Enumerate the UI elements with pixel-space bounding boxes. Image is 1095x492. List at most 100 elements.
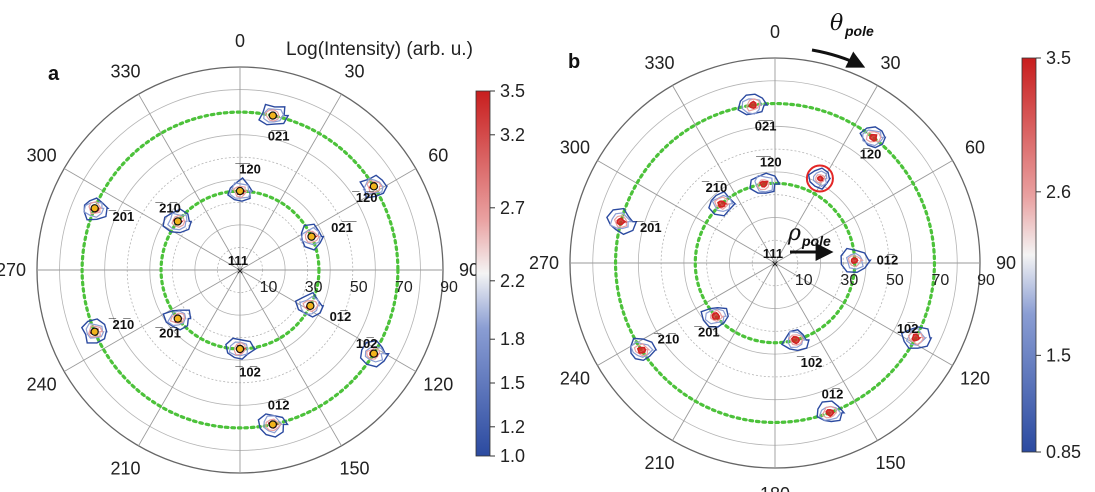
reflection-marker [235, 344, 245, 354]
zone-circle [613, 101, 937, 425]
angle-tick-label: 60 [965, 138, 985, 158]
angle-tick-label: 210 [110, 458, 140, 478]
reflection-marker [90, 327, 99, 336]
intensity-spot [737, 93, 769, 116]
radial-tick-label: 30 [305, 279, 323, 296]
intensity-spot [606, 207, 638, 236]
colorbar-a-bar [475, 90, 491, 457]
reflection-marker [369, 182, 379, 191]
colorbar-tick-label: 1.0 [500, 446, 525, 466]
angle-tick-label: 270 [529, 253, 559, 273]
angle-tick-label: 180 [225, 489, 255, 492]
svg-text:θ: θ [830, 11, 843, 36]
angle-tick-label: 60 [428, 146, 448, 166]
reflection-marker [268, 420, 278, 429]
spoke [774, 262, 953, 366]
reflection-label: 0̅2̅1 [268, 128, 290, 143]
reflection-label: ̅10̅2 [797, 355, 823, 370]
angle-tick-label: 120 [960, 369, 990, 389]
reflection-label: 0̅2̅1 [755, 118, 777, 133]
colorbar-tick-label: 3.2 [500, 125, 525, 145]
reflection-label: 01̅2 [330, 309, 352, 324]
spoke [239, 269, 342, 447]
angle-tick-label: 90 [996, 253, 1016, 273]
reflection-label: ̅20̅1 [694, 325, 720, 340]
spoke [774, 262, 878, 441]
radial-tick-label: 70 [932, 272, 950, 289]
spoke [672, 262, 776, 441]
angle-tick-label: 210 [644, 453, 674, 473]
intensity-spot [840, 247, 872, 274]
colorbar-a-title: Log(Intensity) (arb. u.) [286, 39, 473, 60]
colorbar-tick-label: 3.5 [1046, 48, 1071, 68]
angle-tick-label: 30 [344, 62, 364, 82]
panel-letter-a: a [48, 63, 60, 85]
radial-tick-label: 10 [795, 272, 813, 289]
colorbar-tick-label: 1.8 [500, 329, 525, 349]
colorbar-tick-label: 3.5 [500, 81, 525, 101]
angle-tick-label: 240 [560, 369, 590, 389]
radial-tick-label: 50 [886, 272, 904, 289]
angle-tick-label: 180 [760, 484, 790, 492]
reflection-marker [90, 204, 99, 213]
polar-plot-b: 0 30 60 90 120 150 180 210 240 270 300 330 10 30 50 70 9… [529, 22, 1016, 492]
colorbar-tick-label: 2.6 [1046, 182, 1071, 202]
zone-circle [80, 110, 400, 430]
angle-tick-label: 300 [27, 146, 57, 166]
colorbar-tick-label: 1.2 [500, 417, 525, 437]
angle-tick-label: 300 [560, 138, 590, 158]
theta-pole-annotation: θ pole [811, 11, 874, 68]
angle-tick-label: 270 [0, 260, 26, 280]
colorbar-b-bar [1021, 57, 1037, 453]
angle-tick-label: 90 [459, 260, 479, 280]
polar-plot-a: 0 30 60 90 120 150 180 210 240 270 300 330 10 30 50 70 9… [0, 31, 479, 492]
intensity-spot [807, 167, 832, 190]
intensity-spot [816, 400, 846, 423]
intensity-spot [700, 306, 729, 328]
reflection-marker [369, 349, 379, 358]
radial-tick-label: 50 [350, 279, 368, 296]
intensity-spot [708, 190, 737, 217]
center-label: 111 [763, 246, 783, 261]
center-mark: × [236, 264, 243, 278]
angle-tick-label: 150 [875, 453, 905, 473]
reflection-marker [173, 217, 182, 226]
reflection-label: ̅20̅1 [155, 325, 181, 340]
spoke [239, 93, 342, 271]
reflection-label: 02̅1̅ [331, 220, 357, 235]
spoke [597, 160, 776, 264]
intensity-spot [780, 329, 810, 352]
radial-tick-label: 90 [977, 272, 995, 289]
intensity-spot [859, 126, 887, 149]
spoke [138, 93, 241, 271]
svg-text:ρ: ρ [787, 221, 801, 246]
reflection-label: ̅20̅1 [108, 209, 134, 224]
reflection-label: 1̅20 [860, 147, 882, 162]
spoke [774, 160, 953, 264]
reflection-label: ̅1̅20 [756, 154, 782, 169]
spoke [63, 269, 241, 372]
spoke [239, 269, 417, 372]
reflection-marker [173, 314, 182, 323]
spoke [597, 262, 776, 366]
intensity-spot [749, 172, 781, 194]
reflection-label: 01̅2 [822, 387, 844, 402]
reflection-label: ̅21̅0 [702, 180, 728, 195]
angle-tick-label: 0 [770, 22, 780, 42]
center-label: 111 [228, 253, 248, 268]
angle-tick-label: 330 [110, 62, 140, 82]
reflection-label: ̅12̅0 [352, 190, 378, 205]
radial-tick-label: 30 [840, 272, 858, 289]
reflection-marker [307, 232, 316, 241]
radial-tick-label: 70 [395, 279, 413, 296]
radial-tick-label: 90 [440, 279, 458, 296]
angle-tick-label: 330 [644, 53, 674, 73]
reflection-marker [235, 186, 245, 196]
colorbar-tick-label: 2.2 [500, 271, 525, 291]
reflection-label: ̅10̅2 [235, 365, 261, 380]
angle-tick-label: 0 [235, 31, 245, 51]
svg-text:pole: pole [801, 233, 831, 249]
reflection-label: 01̅2 [877, 252, 899, 267]
colorbar-tick-label: 1.5 [500, 373, 525, 393]
